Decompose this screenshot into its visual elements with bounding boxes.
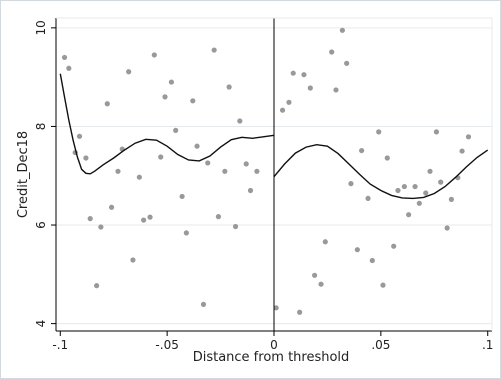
data-point — [151, 52, 157, 58]
x-tick-label: .1 — [482, 338, 493, 352]
data-point — [380, 282, 386, 288]
data-point — [141, 217, 147, 223]
data-point — [237, 118, 243, 124]
data-point — [344, 60, 350, 66]
data-point — [286, 99, 292, 105]
data-point — [104, 101, 110, 107]
data-point — [232, 223, 239, 230]
data-point — [205, 160, 211, 166]
data-point — [179, 193, 185, 200]
data-point — [130, 257, 136, 263]
data-point — [333, 87, 339, 93]
fit-line-right — [273, 143, 489, 200]
data-point — [211, 47, 217, 53]
scatter-points — [61, 27, 472, 315]
data-point — [459, 148, 465, 154]
data-point — [108, 204, 115, 210]
ticks: -.1 -.05 0 .05 .1 4 6 8 10 — [34, 20, 493, 352]
data-point — [273, 305, 279, 311]
data-point — [158, 154, 164, 160]
fit-curves — [59, 73, 489, 200]
data-point — [66, 65, 72, 71]
data-point — [222, 168, 228, 174]
data-point — [416, 200, 422, 206]
data-point — [384, 155, 390, 161]
data-point — [254, 168, 260, 174]
data-point — [98, 224, 104, 230]
data-point — [147, 214, 153, 220]
data-point — [433, 129, 440, 135]
data-point — [348, 181, 354, 187]
data-point — [215, 214, 222, 220]
data-point — [322, 239, 328, 245]
data-point — [369, 257, 375, 264]
data-point — [359, 147, 365, 154]
data-point — [94, 283, 100, 289]
data-point — [115, 168, 121, 174]
data-point — [61, 54, 68, 61]
data-point — [318, 281, 324, 287]
data-point — [190, 98, 196, 104]
data-point — [465, 134, 472, 140]
x-tick-label: 0 — [270, 338, 278, 352]
data-point — [200, 301, 207, 307]
data-point — [401, 183, 407, 190]
data-point — [395, 187, 401, 194]
y-tick-label: 6 — [34, 221, 48, 229]
x-tick-label: .05 — [371, 338, 390, 352]
data-point — [329, 49, 335, 55]
fit-line-left — [59, 73, 275, 175]
data-point — [83, 155, 89, 161]
y-tick-label: 4 — [34, 320, 48, 328]
data-point — [168, 79, 175, 85]
data-point — [162, 94, 168, 100]
data-point — [243, 161, 249, 167]
data-point — [406, 212, 412, 218]
y-tick-label: 10 — [34, 20, 48, 35]
x-axis-title: Distance from threshold — [193, 350, 350, 365]
data-point — [183, 230, 189, 236]
y-tick-label: 8 — [34, 123, 48, 131]
data-point — [194, 143, 200, 149]
data-point — [307, 85, 313, 91]
data-point — [226, 84, 232, 90]
data-point — [301, 72, 307, 78]
data-point — [136, 174, 142, 180]
data-point — [365, 195, 371, 202]
data-point — [448, 196, 454, 202]
data-point — [391, 243, 397, 249]
data-point — [339, 27, 345, 33]
data-point — [427, 168, 433, 174]
x-tick-label: -.05 — [155, 338, 178, 352]
data-point — [247, 187, 254, 194]
data-point — [297, 309, 303, 315]
x-tick-label: -.1 — [52, 338, 68, 352]
data-point — [76, 133, 83, 139]
data-point — [312, 272, 318, 278]
data-point — [173, 127, 179, 133]
data-point — [290, 70, 296, 76]
data-point — [279, 107, 286, 113]
data-point — [444, 225, 450, 231]
data-point — [412, 183, 418, 190]
data-point — [423, 190, 429, 196]
y-axis-title: Credit_Dec18 — [16, 131, 31, 218]
data-point — [354, 247, 360, 253]
data-point — [87, 216, 93, 222]
data-point — [376, 129, 382, 135]
data-point — [126, 69, 132, 75]
data-point — [438, 179, 444, 185]
axes — [55, 17, 493, 332]
